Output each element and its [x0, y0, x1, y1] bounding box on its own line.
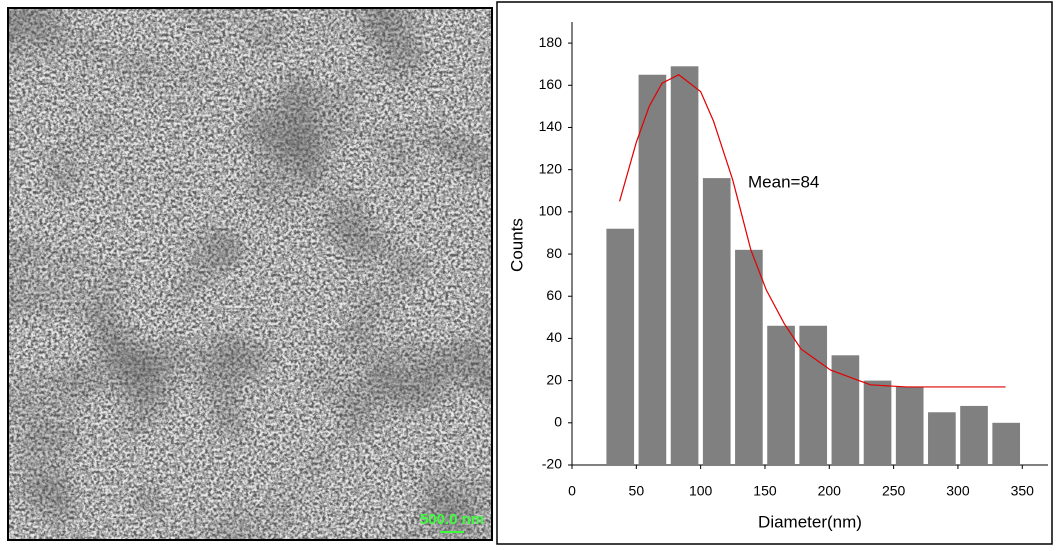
- sem-image: 500.0 nm: [7, 7, 493, 541]
- x-tick-label: 100: [689, 483, 713, 499]
- x-tick-label: 300: [946, 483, 970, 499]
- y-tick-label: 20: [546, 371, 562, 387]
- annotation: Mean=84: [748, 172, 819, 191]
- sem-border: [7, 7, 493, 541]
- bar: [928, 412, 956, 465]
- y-tick-label: 60: [546, 287, 562, 303]
- chart: Counts Diameter(nm) Mean=84 -20 0 20 40 60 80…: [507, 22, 1048, 531]
- bar: [863, 380, 892, 465]
- y-tick-label: 160: [539, 76, 563, 92]
- bar: [895, 386, 924, 465]
- bar: [638, 74, 667, 465]
- y-tick-label: 0: [554, 414, 562, 430]
- scale-label: 500.0 nm: [420, 511, 484, 528]
- bar: [735, 249, 763, 465]
- x-tick-label: 0: [568, 483, 576, 499]
- chart-border: [496, 1, 1053, 545]
- bar: [960, 405, 988, 465]
- x-tick-label: 50: [629, 483, 645, 499]
- bar: [670, 66, 699, 466]
- bar: [606, 228, 635, 465]
- y-tick-label: 120: [539, 160, 563, 176]
- y-axis-label: Counts: [507, 218, 526, 272]
- sem-shading: [8, 8, 492, 540]
- y-tick-label: 100: [539, 203, 563, 219]
- bar: [799, 325, 828, 465]
- x-tick-label: 350: [1011, 483, 1035, 499]
- y-tick-label: 140: [539, 118, 563, 134]
- bar: [702, 178, 731, 465]
- y-tick-label: 40: [546, 329, 562, 345]
- bar: [767, 325, 795, 465]
- y-tick-label: 180: [539, 34, 563, 50]
- x-axis-label: Diameter(nm): [758, 512, 862, 531]
- bar: [831, 355, 860, 465]
- y-tick-label: -20: [542, 456, 562, 472]
- x-tick-label: 200: [818, 483, 842, 499]
- x-tick-label: 250: [882, 483, 906, 499]
- y-tick-label: 80: [546, 245, 562, 261]
- x-tick-label: 150: [753, 483, 777, 499]
- fit-curve: [619, 74, 1006, 388]
- bar: [992, 422, 1021, 465]
